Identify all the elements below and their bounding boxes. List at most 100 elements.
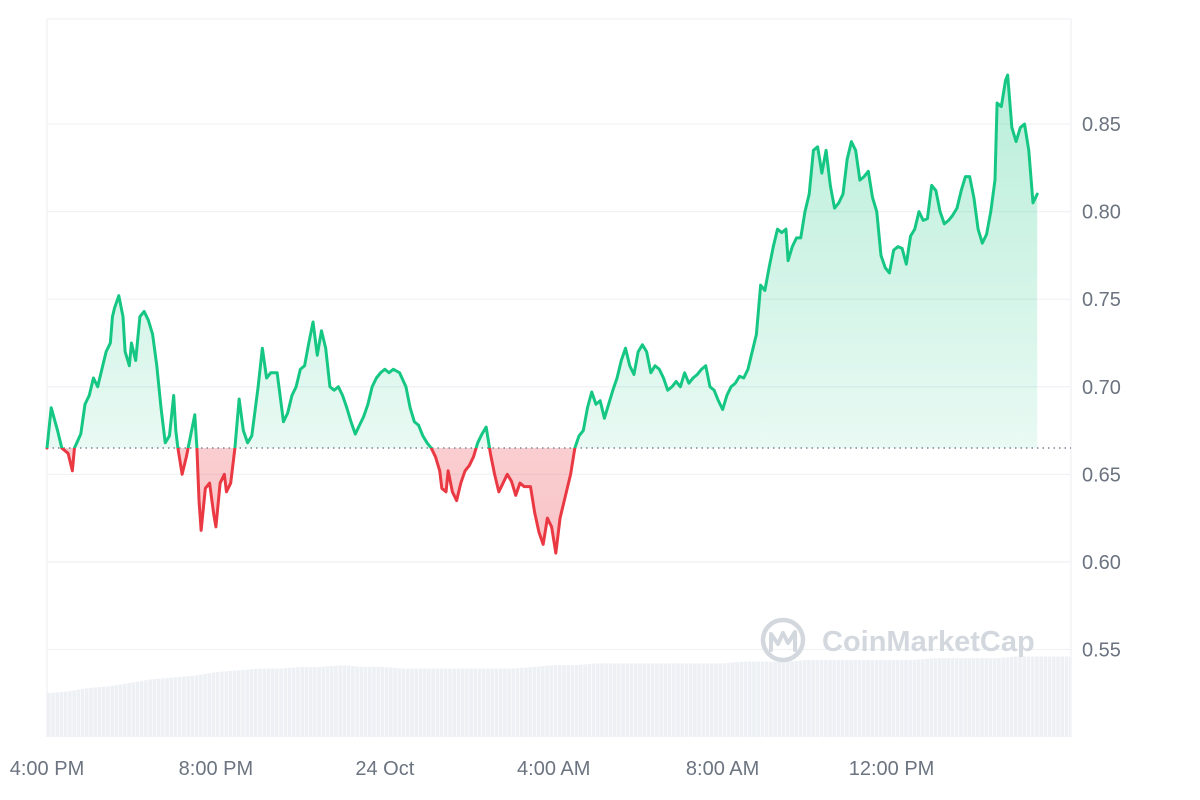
volume-bar — [1047, 656, 1052, 737]
volume-bar — [777, 661, 782, 737]
volume-bar — [971, 658, 976, 737]
volume-bar — [524, 667, 528, 737]
volume-bar — [448, 668, 452, 737]
volume-bar — [199, 674, 203, 737]
volume-bar — [617, 663, 621, 737]
volume-bar — [642, 663, 647, 737]
volume-bar — [389, 667, 393, 737]
volume-bar — [625, 663, 630, 737]
volume-bar — [80, 689, 85, 737]
volume-bar — [51, 692, 55, 737]
volume-bar — [127, 683, 131, 737]
volume-bar — [680, 663, 685, 737]
volume-bar — [688, 663, 693, 737]
volume-bar — [435, 668, 440, 737]
volume-bar — [760, 661, 765, 737]
volume-bar — [1052, 656, 1056, 737]
volume-bar — [764, 661, 769, 737]
volume-bar — [300, 666, 304, 737]
volume-bar — [346, 665, 351, 737]
volume-bar — [933, 658, 938, 737]
volume-bar — [279, 668, 283, 737]
volume-bar — [507, 668, 511, 737]
volume-bar — [735, 662, 739, 737]
volume-bar — [752, 661, 756, 737]
volume-bar — [47, 693, 51, 737]
volume-bar — [693, 663, 697, 737]
volume-bar — [334, 665, 338, 737]
x-tick-label: 4:00 AM — [517, 758, 590, 780]
volume-bar — [152, 679, 157, 737]
volume-bar — [667, 663, 672, 737]
volume-bar — [410, 668, 414, 737]
volume-bar — [490, 668, 494, 737]
volume-bar — [173, 677, 178, 737]
volume-bar — [215, 672, 220, 737]
volume-bar — [427, 668, 431, 737]
volume-bar — [769, 661, 773, 737]
price-line-above-baseline — [45, 73, 1039, 449]
volume-bar — [579, 664, 583, 737]
volume-bar — [110, 685, 114, 737]
volume-bar — [165, 677, 169, 737]
volume-bar — [275, 668, 279, 737]
volume-bar — [528, 667, 533, 737]
volume-bar — [967, 658, 972, 737]
volume-bar — [431, 668, 435, 737]
coinmarketcap-logo-icon — [760, 617, 806, 663]
volume-bar — [785, 661, 790, 737]
volume-bar — [718, 663, 723, 737]
volume-bar — [397, 668, 402, 737]
volume-bar — [511, 668, 516, 737]
volume-bar — [376, 666, 380, 737]
volume-bar — [169, 677, 174, 737]
volume-bar — [72, 690, 76, 737]
volume-bar — [849, 659, 853, 737]
volume-bar — [308, 666, 313, 737]
volume-bar — [608, 663, 613, 737]
volume-bar — [891, 659, 896, 737]
y-tick-label: 0.55 — [1082, 639, 1121, 661]
volume-bar — [954, 658, 959, 737]
volume-bar — [883, 659, 887, 737]
volume-bar — [237, 670, 241, 737]
coinmarketcap-watermark: CoinMarketCap — [760, 617, 1035, 663]
volume-bar — [650, 663, 655, 737]
volume-bar — [139, 680, 144, 737]
volume-bar — [325, 666, 330, 737]
volume-bar — [401, 668, 406, 737]
volume-bar — [845, 659, 849, 737]
volume-bar — [595, 663, 600, 737]
volume-bar — [697, 663, 701, 737]
volume-bar — [1064, 656, 1069, 737]
volume-bar — [549, 665, 554, 737]
volume-bar — [241, 669, 245, 737]
volume-bar — [359, 666, 364, 737]
volume-bar — [722, 663, 727, 737]
volume-bar — [1026, 656, 1031, 737]
volume-bar — [870, 659, 875, 737]
volume-bar — [701, 663, 706, 737]
volume-bar — [498, 668, 503, 737]
volume-bar — [743, 661, 748, 737]
volume-bar — [89, 687, 93, 737]
volume-bar — [291, 667, 296, 737]
x-tick-label: 8:00 AM — [686, 758, 759, 780]
volume-bar — [228, 670, 233, 737]
volume-bar — [503, 668, 507, 737]
volume-bar — [790, 661, 794, 737]
volume-bar — [1013, 656, 1018, 737]
x-tick-label: 4:00 PM — [10, 758, 84, 780]
volume-bar — [655, 663, 659, 737]
volume-bar — [587, 663, 592, 737]
volume-bar — [1056, 656, 1060, 737]
volume-bar — [646, 663, 651, 737]
volume-bar — [566, 665, 571, 737]
volume-bar — [676, 663, 680, 737]
volume-bar — [857, 659, 862, 737]
volume-bar — [861, 659, 866, 737]
volume-bar — [456, 668, 461, 737]
y-axis: 0.55 0.60 0.65 0.70 0.75 0.80 0.85 — [1082, 114, 1121, 661]
